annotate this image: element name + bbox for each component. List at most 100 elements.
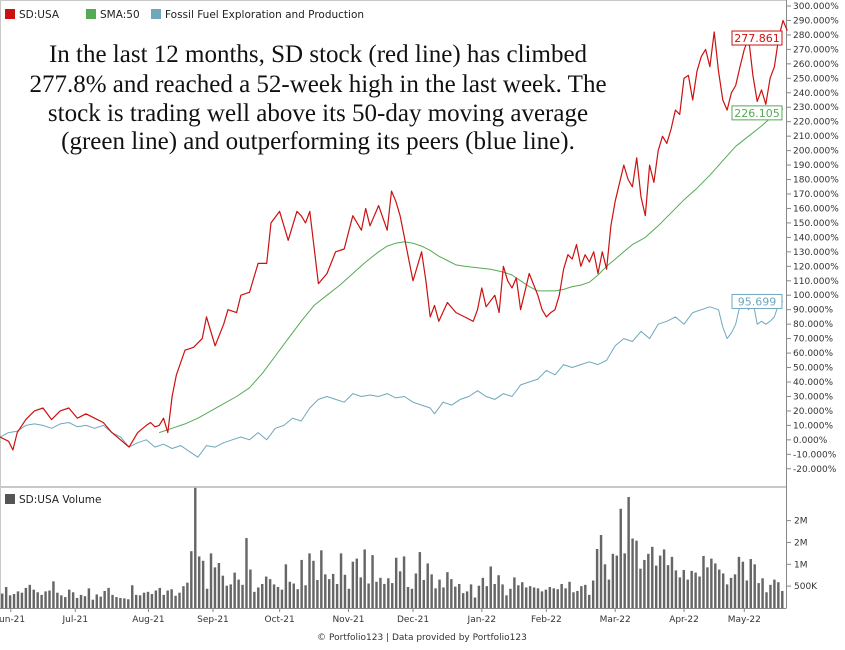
volume-bar xyxy=(107,587,110,608)
price-y-tick-label: 50.000% xyxy=(793,364,833,374)
volume-bar xyxy=(426,563,429,608)
volume-bar xyxy=(355,558,359,608)
volume-bars xyxy=(1,487,784,608)
legend-swatch-peers xyxy=(151,9,161,19)
volume-bar xyxy=(733,574,737,608)
volume-bar xyxy=(631,538,634,608)
volume-bar xyxy=(552,588,555,608)
volume-bar xyxy=(702,555,705,608)
volume-bar xyxy=(718,569,721,608)
price-y-tick-label: 110.000% xyxy=(793,277,839,287)
volume-bar xyxy=(422,580,425,608)
volume-bar xyxy=(524,587,528,608)
volume-bar xyxy=(481,577,485,608)
volume-bar xyxy=(595,549,599,608)
volume-y-tick-label: 1M xyxy=(794,560,808,570)
volume-bar xyxy=(190,551,193,608)
volume-bar xyxy=(690,570,693,608)
volume-bar xyxy=(584,584,587,608)
volume-bar xyxy=(761,578,764,608)
volume-bar xyxy=(674,570,678,608)
volume-bar xyxy=(28,584,32,608)
volume-bar xyxy=(304,585,307,608)
volume-bar xyxy=(670,556,674,608)
peers-end-label: 95.699 xyxy=(738,295,777,308)
volume-bar xyxy=(24,587,28,608)
volume-bar xyxy=(4,587,8,608)
volume-bar xyxy=(138,595,142,608)
price-y-tick-label: 0.000% xyxy=(793,436,828,446)
volume-bar xyxy=(662,549,666,608)
price-y-tick-label: 190.000% xyxy=(793,161,839,171)
price-y-tick-label: 120.000% xyxy=(793,262,839,272)
volume-bar xyxy=(71,592,75,608)
volume-bar xyxy=(249,569,252,608)
volume-bar xyxy=(79,594,83,608)
volume-bar xyxy=(777,582,780,608)
volume-bar xyxy=(391,583,394,608)
volume-bar xyxy=(351,561,355,608)
volume-bar xyxy=(765,592,768,608)
price-y-tick-label: 230.000% xyxy=(793,103,839,113)
volume-bar xyxy=(375,581,378,608)
volume-bar xyxy=(272,584,276,608)
volume-bar xyxy=(398,571,402,608)
volume-bar xyxy=(379,577,382,608)
volume-bar xyxy=(568,581,571,608)
legend-label-sd: SD:USA xyxy=(19,9,60,21)
volume-bar xyxy=(134,594,138,608)
volume-bar xyxy=(178,592,181,608)
volume-bar xyxy=(32,589,35,608)
x-tick-label: Sep-21 xyxy=(197,615,229,625)
volume-bar xyxy=(615,555,619,608)
price-y-tick-label: 130.000% xyxy=(793,248,839,258)
volume-bar xyxy=(769,584,772,608)
volume-bar xyxy=(253,591,256,608)
volume-bar xyxy=(639,568,642,608)
volume-bar xyxy=(276,587,280,608)
volume-bar xyxy=(387,578,390,608)
volume-bar xyxy=(241,584,244,608)
x-tick-label: Mar-22 xyxy=(600,615,631,625)
volume-bar xyxy=(44,591,47,608)
volume-bar xyxy=(142,592,146,608)
volume-bar xyxy=(225,585,228,608)
volume-bar xyxy=(458,583,461,608)
volume-bar xyxy=(576,590,579,608)
volume-bar xyxy=(402,556,406,608)
volume-bar xyxy=(694,572,697,608)
x-tick-label: Feb-22 xyxy=(531,615,562,625)
volume-bar xyxy=(745,580,749,608)
volume-bar xyxy=(229,584,232,608)
volume-bar xyxy=(513,577,516,608)
price-y-tick-label: 270.000% xyxy=(793,45,839,55)
sma50-end-label-box xyxy=(731,105,783,121)
volume-bar xyxy=(627,496,630,608)
volume-bar xyxy=(237,579,240,608)
sd-usa-end-label-box xyxy=(731,30,783,46)
volume-bar xyxy=(721,573,725,608)
volume-bar xyxy=(186,582,189,608)
annotation-line-3: stock is trading well above its 50-day m… xyxy=(48,100,588,127)
volume-bar xyxy=(115,597,118,608)
volume-bar xyxy=(197,556,201,608)
volume-bar xyxy=(1,593,4,608)
volume-bar xyxy=(217,562,221,608)
volume-bar xyxy=(158,587,162,608)
volume-bar xyxy=(331,573,335,608)
volume-bar xyxy=(146,591,150,608)
volume-bar xyxy=(170,589,173,608)
price-y-tick-label: 300.000% xyxy=(793,2,839,12)
volume-bar xyxy=(324,574,327,608)
volume-bar xyxy=(442,587,445,608)
price-y-tick-label: 290.000% xyxy=(793,16,839,26)
price-y-tick-label: -10.000% xyxy=(793,450,837,460)
price-y-tick-label: 240.000% xyxy=(793,89,839,99)
volume-bar xyxy=(150,594,154,608)
volume-bar xyxy=(347,588,351,608)
x-tick-label: May-22 xyxy=(728,615,761,625)
volume-bar xyxy=(245,538,248,608)
volume-bar xyxy=(292,583,295,608)
volume-bar xyxy=(450,579,453,608)
volume-bar xyxy=(611,553,615,608)
